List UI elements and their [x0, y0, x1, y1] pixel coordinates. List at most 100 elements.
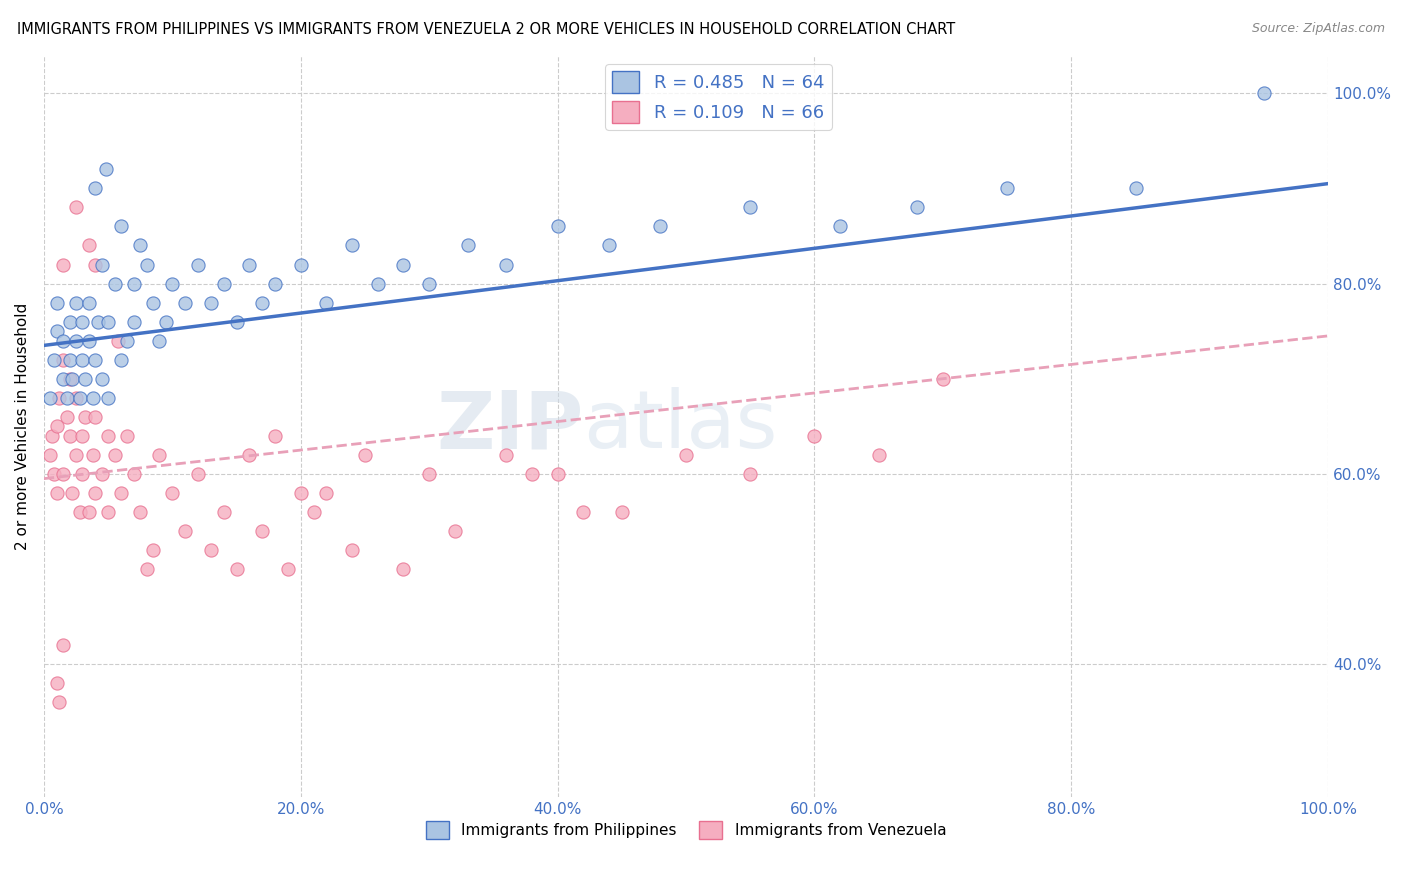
- Point: [225, 562, 247, 576]
- Point: [520, 467, 543, 481]
- Text: Source: ZipAtlas.com: Source: ZipAtlas.com: [1251, 22, 1385, 36]
- Point: [65, 295, 87, 310]
- Point: [162, 486, 184, 500]
- Point: [110, 219, 132, 234]
- Point: [65, 334, 87, 348]
- Point: [572, 505, 595, 519]
- Point: [72, 352, 94, 367]
- Point: [547, 219, 569, 234]
- Point: [84, 486, 107, 500]
- Point: [740, 201, 762, 215]
- Point: [238, 258, 260, 272]
- Point: [122, 315, 145, 329]
- Point: [56, 409, 79, 424]
- Point: [142, 295, 165, 310]
- Point: [212, 277, 235, 291]
- Point: [82, 448, 104, 462]
- Point: [200, 295, 222, 310]
- Point: [58, 372, 80, 386]
- Point: [77, 505, 100, 519]
- Point: [65, 448, 87, 462]
- Point: [225, 315, 247, 329]
- Point: [238, 448, 260, 462]
- Point: [84, 181, 107, 195]
- Point: [250, 524, 273, 538]
- Point: [82, 391, 104, 405]
- Point: [56, 391, 79, 405]
- Point: [39, 391, 62, 405]
- Point: [340, 238, 363, 252]
- Point: [290, 486, 312, 500]
- Point: [48, 695, 70, 709]
- Point: [932, 372, 955, 386]
- Point: [129, 505, 152, 519]
- Point: [315, 486, 337, 500]
- Point: [94, 162, 117, 177]
- Point: [77, 295, 100, 310]
- Point: [418, 467, 440, 481]
- Point: [72, 429, 94, 443]
- Point: [60, 486, 83, 500]
- Point: [174, 295, 197, 310]
- Legend: Immigrants from Philippines, Immigrants from Venezuela: Immigrants from Philippines, Immigrants …: [420, 814, 952, 846]
- Point: [58, 429, 80, 443]
- Point: [457, 238, 479, 252]
- Point: [1253, 86, 1275, 100]
- Point: [41, 429, 63, 443]
- Point: [52, 352, 75, 367]
- Point: [129, 238, 152, 252]
- Point: [135, 562, 157, 576]
- Point: [65, 391, 87, 405]
- Point: [52, 334, 75, 348]
- Point: [52, 372, 75, 386]
- Point: [392, 562, 415, 576]
- Point: [212, 505, 235, 519]
- Point: [52, 638, 75, 652]
- Point: [110, 486, 132, 500]
- Point: [87, 315, 110, 329]
- Point: [65, 201, 87, 215]
- Point: [117, 429, 139, 443]
- Point: [135, 258, 157, 272]
- Point: [250, 295, 273, 310]
- Point: [598, 238, 620, 252]
- Point: [122, 467, 145, 481]
- Point: [45, 324, 67, 338]
- Point: [418, 277, 440, 291]
- Point: [444, 524, 467, 538]
- Point: [495, 448, 517, 462]
- Point: [302, 505, 325, 519]
- Point: [340, 543, 363, 558]
- Point: [117, 334, 139, 348]
- Point: [148, 334, 170, 348]
- Point: [90, 372, 112, 386]
- Point: [110, 352, 132, 367]
- Text: atlas: atlas: [583, 387, 778, 466]
- Point: [52, 258, 75, 272]
- Point: [830, 219, 852, 234]
- Point: [868, 448, 890, 462]
- Point: [44, 352, 66, 367]
- Point: [90, 258, 112, 272]
- Point: [97, 315, 120, 329]
- Point: [39, 448, 62, 462]
- Point: [45, 486, 67, 500]
- Point: [142, 543, 165, 558]
- Point: [84, 258, 107, 272]
- Point: [84, 409, 107, 424]
- Point: [264, 277, 287, 291]
- Point: [90, 467, 112, 481]
- Point: [148, 448, 170, 462]
- Point: [187, 467, 209, 481]
- Point: [803, 429, 825, 443]
- Point: [107, 334, 129, 348]
- Point: [73, 372, 96, 386]
- Point: [97, 391, 120, 405]
- Point: [122, 277, 145, 291]
- Point: [162, 277, 184, 291]
- Point: [277, 562, 299, 576]
- Text: IMMIGRANTS FROM PHILIPPINES VS IMMIGRANTS FROM VENEZUELA 2 OR MORE VEHICLES IN H: IMMIGRANTS FROM PHILIPPINES VS IMMIGRANT…: [17, 22, 955, 37]
- Point: [45, 295, 67, 310]
- Text: ZIP: ZIP: [436, 387, 583, 466]
- Point: [45, 419, 67, 434]
